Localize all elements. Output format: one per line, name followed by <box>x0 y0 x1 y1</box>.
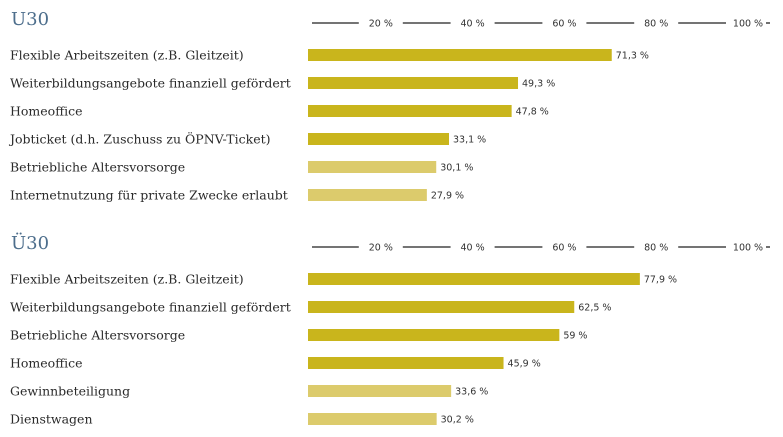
category-label: Weiterbildungsangebote finanziell geförd… <box>10 300 291 315</box>
bar <box>308 105 512 117</box>
chart-title: U30 <box>11 9 49 30</box>
value-label: 47,8 % <box>516 107 549 118</box>
x-tick-label: 60 % <box>552 243 576 254</box>
bar <box>308 189 427 201</box>
bar <box>308 329 560 341</box>
value-label: 49,3 % <box>522 79 555 90</box>
category-label: Weiterbildungsangebote finanziell geförd… <box>10 76 291 91</box>
bar <box>308 357 504 369</box>
value-label: 30,2 % <box>441 415 474 426</box>
x-tick-label: 80 % <box>644 243 668 254</box>
x-tick-label: 20 % <box>369 19 393 30</box>
category-label: Homeoffice <box>10 356 82 371</box>
category-label: Flexible Arbeitszeiten (z.B. Gleitzeit) <box>10 272 244 287</box>
value-label: 33,6 % <box>455 387 488 398</box>
bar <box>308 49 612 61</box>
value-label: 45,9 % <box>508 359 541 370</box>
category-label: Flexible Arbeitszeiten (z.B. Gleitzeit) <box>10 48 244 63</box>
bar <box>308 273 640 285</box>
x-tick-label: 80 % <box>644 19 668 30</box>
value-label: 62,5 % <box>578 303 611 314</box>
value-label: 59 % <box>563 331 587 342</box>
bar <box>308 133 450 145</box>
x-tick-label: 100 % <box>733 243 763 254</box>
x-tick-label: 60 % <box>552 19 576 30</box>
bar <box>308 385 452 397</box>
x-tick-label: 40 % <box>461 243 485 254</box>
chart-title: Ü30 <box>11 231 49 254</box>
value-label: 30,1 % <box>440 163 473 174</box>
bar <box>308 413 437 425</box>
category-label: Gewinnbeteiligung <box>10 384 130 399</box>
value-label: 33,1 % <box>453 135 486 146</box>
x-tick-label: 40 % <box>461 19 485 30</box>
category-label: Homeoffice <box>10 104 82 119</box>
bar <box>308 77 519 89</box>
category-label: Betriebliche Altersvorsorge <box>10 328 185 343</box>
value-label: 77,9 % <box>644 275 677 286</box>
bar <box>308 301 575 313</box>
x-tick-label: 20 % <box>369 243 393 254</box>
category-label: Dienstwagen <box>10 412 93 427</box>
x-tick-label: 100 % <box>733 19 763 30</box>
bar <box>308 161 437 173</box>
category-label: Internetnutzung für private Zwecke erlau… <box>10 188 288 203</box>
value-label: 27,9 % <box>431 191 464 202</box>
category-label: Jobticket (d.h. Zuschuss zu ÖPNV-Ticket) <box>8 131 271 147</box>
category-label: Betriebliche Altersvorsorge <box>10 160 185 175</box>
value-label: 71,3 % <box>616 51 649 62</box>
